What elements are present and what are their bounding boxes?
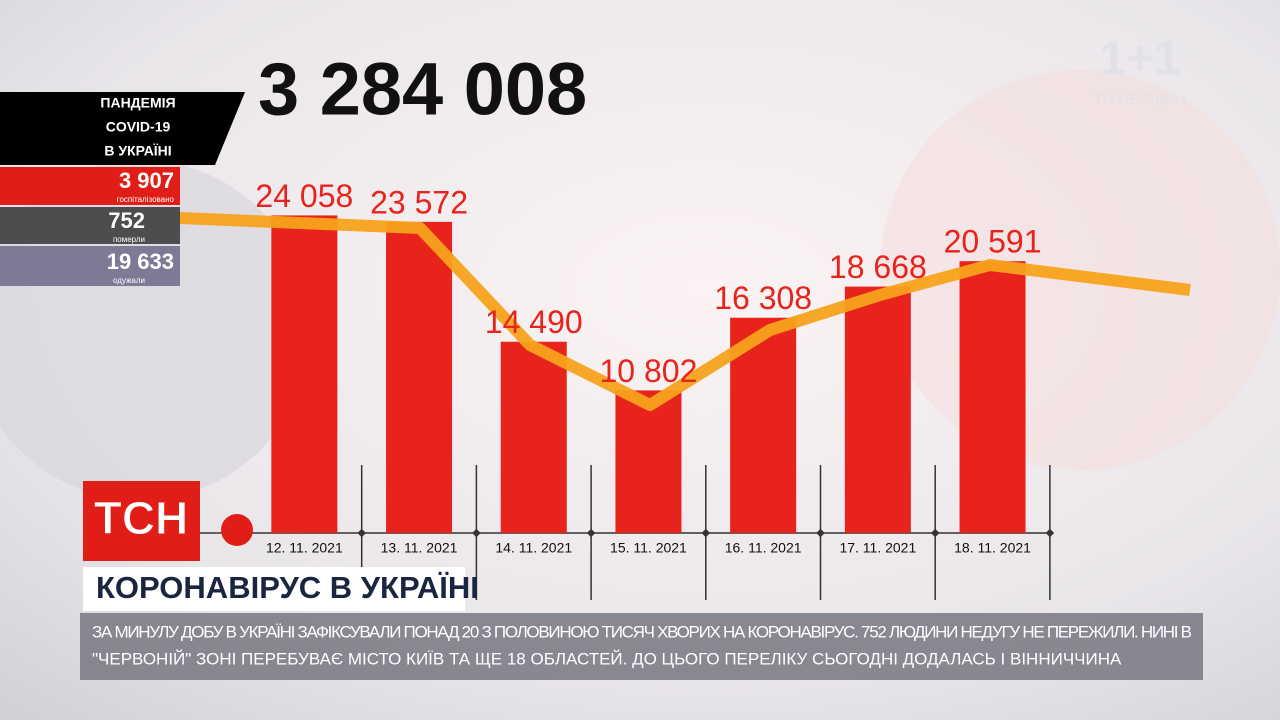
x-tick-label: 16. 11. 2021 xyxy=(725,540,802,556)
bar xyxy=(386,221,453,533)
x-tick-label: 14. 11. 2021 xyxy=(495,540,572,556)
bar xyxy=(959,261,1026,533)
value-label: 14 490 xyxy=(485,304,583,340)
separator-dot xyxy=(930,528,940,538)
virus-shape xyxy=(0,160,310,500)
ticker-line: "ЧЕРВОНІЙ" ЗОНІ ПЕРЕБУВАЄ МІСТО КИЇВ ТА … xyxy=(92,649,1122,668)
stat-label: одужали xyxy=(113,276,145,285)
panel-title-box xyxy=(0,92,245,165)
separator-dot xyxy=(816,528,825,538)
virus-shape xyxy=(880,70,1280,470)
channel-logo: 1+1 xyxy=(1099,33,1180,86)
chart: 12. 11. 2021 13. 11. 2021 14. 11. 2021 15. … xyxy=(266,215,1055,600)
ticker-box xyxy=(80,613,1203,680)
bar xyxy=(500,341,567,533)
value-labels: 24 058 23 572 14 490 10 802 16 308 18 668 20 5… xyxy=(255,178,1041,389)
x-tick-label: 13. 11. 2021 xyxy=(381,540,458,556)
stat-box xyxy=(0,167,180,205)
panel-title: ПАНДЕМІЯ xyxy=(100,95,175,111)
virus-icon xyxy=(221,514,253,546)
bar xyxy=(844,286,911,533)
value-label: 18 668 xyxy=(829,249,927,285)
headline: КОРОНАВІРУС В УКРАЇНІ xyxy=(96,570,479,605)
value-label: 23 572 xyxy=(370,184,468,220)
bar xyxy=(271,215,338,534)
stat-label: госпіталізовано xyxy=(117,195,175,204)
show-logo: ТСН xyxy=(94,492,189,544)
x-tick-label: 17. 11. 2021 xyxy=(839,540,916,556)
separator-dot xyxy=(357,528,366,538)
stat-label: померли xyxy=(113,235,145,244)
separator-dot xyxy=(701,528,711,538)
stat-box xyxy=(0,207,180,244)
x-tick-label: 12. 11. 2021 xyxy=(266,540,343,556)
panel-title: В УКРАЇНІ xyxy=(104,143,171,159)
headline-box xyxy=(83,567,465,611)
stat-value: 3 907 xyxy=(119,168,174,193)
bar xyxy=(615,390,682,533)
show-logo-box xyxy=(83,481,200,561)
value-label: 10 802 xyxy=(600,353,698,389)
x-tick-label: 18. 11. 2021 xyxy=(954,540,1031,556)
value-label: 20 591 xyxy=(944,224,1042,260)
value-label: 24 058 xyxy=(255,178,353,214)
value-label: 16 308 xyxy=(714,280,812,316)
stat-value: 752 xyxy=(108,208,145,233)
total-count: 3 284 008 xyxy=(258,48,587,131)
ticker-line: ЗА МИНУЛУ ДОБУ В УКРАЇНІ ЗАФІКСУВАЛИ ПОН… xyxy=(92,622,1192,641)
stat-box xyxy=(0,246,180,286)
panel-title: COVID-19 xyxy=(106,119,171,135)
channel-slogan: ТИ НЕ ОДИН xyxy=(1094,91,1186,108)
separator-dot xyxy=(586,528,596,538)
x-tick-label: 15. 11. 2021 xyxy=(610,540,687,556)
separator-dot xyxy=(1045,528,1055,538)
separator-dot xyxy=(472,528,481,538)
stat-value: 19 633 xyxy=(107,249,174,274)
trend-line xyxy=(179,212,1191,411)
